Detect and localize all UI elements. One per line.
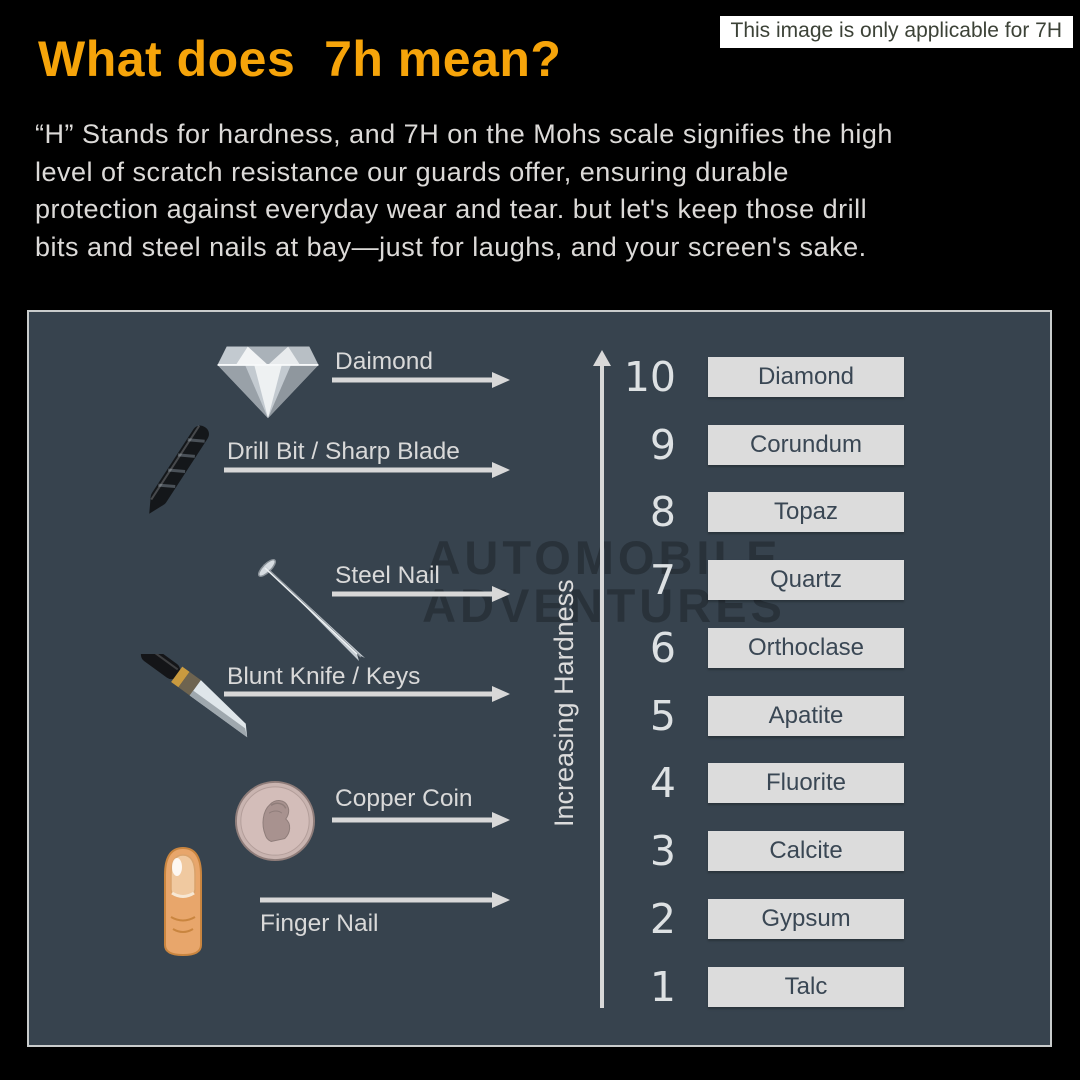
- item-label-finger-nail: Finger Nail: [260, 910, 379, 937]
- knife-icon: [140, 654, 248, 738]
- mineral-box: Diamond: [708, 357, 904, 397]
- arrow-right-icon: [332, 586, 510, 602]
- scale-row: 5 Apatite: [614, 692, 914, 740]
- mineral-box: Quartz: [708, 560, 904, 600]
- scale-number: 7: [649, 556, 676, 604]
- scale-number: 10: [623, 353, 676, 401]
- axis-arrow-up-icon: [593, 350, 611, 1008]
- mineral-box: Corundum: [708, 425, 904, 465]
- mineral-box: Fluorite: [708, 763, 904, 803]
- mineral-box: Calcite: [708, 831, 904, 871]
- scale-row: 2 Gypsum: [614, 895, 914, 943]
- finger-nail-icon: [164, 846, 202, 957]
- mineral-box: Talc: [708, 967, 904, 1007]
- arrow-right-icon: [332, 812, 510, 828]
- scale-row: 8 Topaz: [614, 488, 914, 536]
- drill-bit-icon: [149, 425, 209, 514]
- steel-nail-icon: [257, 558, 365, 661]
- item-label-copper-coin: Copper Coin: [335, 785, 473, 812]
- mineral-box: Topaz: [708, 492, 904, 532]
- scale-row: 9 Corundum: [614, 421, 914, 469]
- scale-row: 10 Diamond: [614, 353, 914, 401]
- item-label-drill-bit: Drill Bit / Sharp Blade: [227, 438, 460, 465]
- arrow-right-icon: [224, 686, 510, 702]
- mohs-scale-diagram: AUTOMOBILE ADVENTURES Daimond: [27, 310, 1052, 1047]
- mineral-box: Gypsum: [708, 899, 904, 939]
- axis-label: Increasing Hardness: [549, 579, 579, 827]
- copper-coin-icon: [234, 780, 316, 862]
- page-title: What does 7h mean?: [38, 31, 562, 87]
- scale-number: 5: [649, 692, 676, 740]
- top-right-note: This image is only applicable for 7H: [719, 16, 1073, 48]
- arrow-right-icon: [332, 372, 510, 388]
- scale-row: 6 Orthoclase: [614, 624, 914, 672]
- scale-number: 9: [649, 421, 676, 469]
- item-label-diamond: Daimond: [335, 348, 434, 375]
- arrow-right-icon: [260, 892, 510, 908]
- scale-row: 3 Calcite: [614, 827, 914, 875]
- scale-number: 8: [649, 488, 676, 536]
- scale-row: 7 Quartz: [614, 556, 914, 604]
- scale-number: 6: [649, 624, 676, 672]
- mineral-box: Apatite: [708, 696, 904, 736]
- scale-row: 4 Fluorite: [614, 759, 914, 807]
- scale-row: 1 Talc: [614, 963, 914, 1011]
- arrow-right-icon: [224, 462, 510, 478]
- item-label-steel-nail: Steel Nail: [335, 562, 440, 589]
- diamond-icon: [217, 346, 319, 419]
- scale-number: 3: [649, 827, 676, 875]
- item-label-blunt-knife: Blunt Knife / Keys: [227, 663, 421, 690]
- scale-number: 1: [649, 963, 676, 1011]
- intro-paragraph: “H” Stands for hardness, and 7H on the M…: [35, 119, 893, 262]
- scale-number: 2: [649, 895, 676, 943]
- scale-number: 4: [649, 759, 676, 807]
- mineral-box: Orthoclase: [708, 628, 904, 668]
